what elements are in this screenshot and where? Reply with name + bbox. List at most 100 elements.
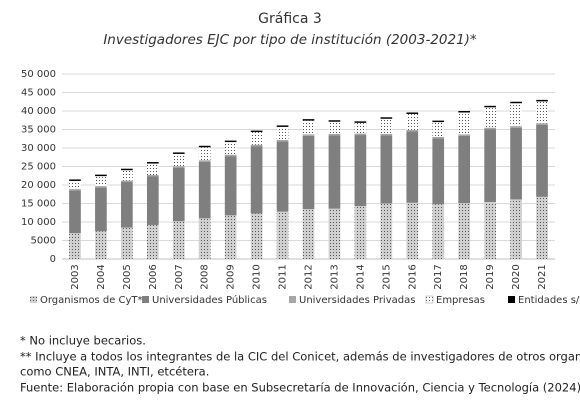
bar-segment: [510, 127, 522, 200]
legend-swatch: [425, 295, 434, 304]
bar-segment: [146, 175, 159, 177]
bar-segment: [198, 145, 211, 148]
x-tick-label: 2003: [70, 264, 81, 289]
bar-segment: [172, 221, 185, 259]
bar-segment: [276, 141, 289, 212]
x-tick-label: 2021: [537, 264, 548, 289]
x-tick-label: 2015: [381, 264, 392, 289]
bar-segment: [198, 161, 211, 219]
bar-segment: [250, 144, 263, 147]
bar-segment: [380, 117, 393, 119]
bar-segment: [354, 133, 367, 136]
bar-segment: [328, 133, 341, 136]
bar-segment: [458, 135, 471, 204]
bar-segment: [484, 105, 496, 108]
bar-segment: [121, 170, 133, 181]
bar-segment: [510, 199, 522, 259]
bar-segment: [328, 208, 341, 259]
bar-segment: [406, 113, 419, 130]
bar-segment: [146, 176, 159, 225]
bar-segment: [458, 203, 471, 259]
bar-segment: [432, 122, 445, 137]
bar-segment: [510, 126, 522, 128]
bar-segment: [121, 180, 133, 183]
x-tick-label: 2011: [278, 264, 289, 289]
bar-segment: [198, 147, 211, 161]
bar-segment: [224, 215, 237, 259]
bar-segment: [224, 156, 237, 216]
bar-segment: [458, 134, 471, 136]
bar-segment: [69, 233, 81, 259]
x-tick-label: 2006: [148, 264, 159, 289]
note: Fuente: Elaboración propia con base en S…: [20, 381, 580, 395]
bar-segment: [406, 131, 419, 203]
bar-segment: [69, 179, 81, 181]
bar-segment: [95, 186, 107, 188]
bar-segment: [406, 202, 419, 259]
note: * No incluye becarios.: [20, 334, 146, 348]
bar-segment: [432, 204, 445, 259]
bar-segment: [276, 125, 289, 127]
x-tick-label: 2008: [200, 264, 211, 289]
x-tick-label: 2018: [459, 264, 470, 289]
y-tick-label: 35 000: [21, 125, 56, 136]
bar-segment: [328, 121, 341, 134]
bar-segment: [276, 126, 289, 140]
bar-segment: [250, 213, 263, 259]
bar-segment: [484, 127, 496, 130]
bar-segment: [198, 218, 211, 259]
bar-segment: [224, 140, 237, 143]
x-tick-label: 2012: [304, 264, 315, 289]
bar-segment: [484, 202, 496, 259]
legend-swatch: [142, 296, 149, 303]
x-tick-label: 2014: [355, 264, 366, 289]
bar-segment: [458, 112, 471, 135]
note: ** Incluye a todos los integrantes de la…: [20, 350, 580, 364]
legend-label: Entidades s/f. lucro: [518, 295, 580, 306]
bar-segment: [121, 182, 133, 228]
bar-segment: [536, 124, 548, 197]
x-tick-label: 2009: [226, 264, 237, 289]
bar-segment: [95, 176, 107, 187]
bar-segment: [69, 180, 81, 190]
bar-segment: [95, 187, 107, 232]
bar-segment: [172, 153, 185, 167]
legend-swatch: [289, 296, 296, 303]
bar-segment: [432, 138, 445, 205]
x-tick-label: 2017: [433, 264, 444, 289]
bar-segment: [302, 134, 315, 136]
legend-label: Universidades Públicas: [152, 294, 267, 306]
bar-segment: [146, 163, 159, 176]
bar-segment: [536, 99, 548, 102]
bar-segment: [380, 118, 393, 134]
bar-segment: [302, 209, 315, 259]
bar-segment: [302, 119, 315, 121]
y-tick-label: 0: [50, 254, 56, 265]
x-tick-label: 2020: [511, 264, 522, 289]
chart-title: Gráfica 3: [258, 11, 322, 27]
bar-segment: [146, 162, 159, 164]
bar-segment: [172, 167, 185, 222]
y-tick-label: 50 000: [21, 69, 56, 80]
bar-segment: [406, 129, 419, 132]
bar-segment: [302, 135, 315, 210]
bar-segment: [95, 174, 107, 177]
legend-swatch: [30, 296, 37, 303]
bar-segment: [484, 129, 496, 203]
bar-segment: [432, 120, 445, 123]
bar-segment: [250, 132, 263, 145]
bar-segment: [406, 112, 419, 114]
bar-segment: [354, 206, 367, 259]
y-tick-label: 25 000: [21, 162, 56, 173]
bar-segment: [510, 103, 522, 127]
legend-label: Organismos de CyT**: [40, 295, 148, 306]
bar-segment: [536, 123, 548, 125]
bar-segment: [380, 203, 393, 259]
bar-segment: [380, 135, 393, 204]
bar-segment: [536, 196, 548, 259]
y-tick-label: 10 000: [21, 217, 56, 228]
y-tick-label: 30 000: [21, 143, 56, 154]
bar-segment: [458, 111, 471, 113]
y-tick-label: 45 000: [21, 88, 56, 99]
